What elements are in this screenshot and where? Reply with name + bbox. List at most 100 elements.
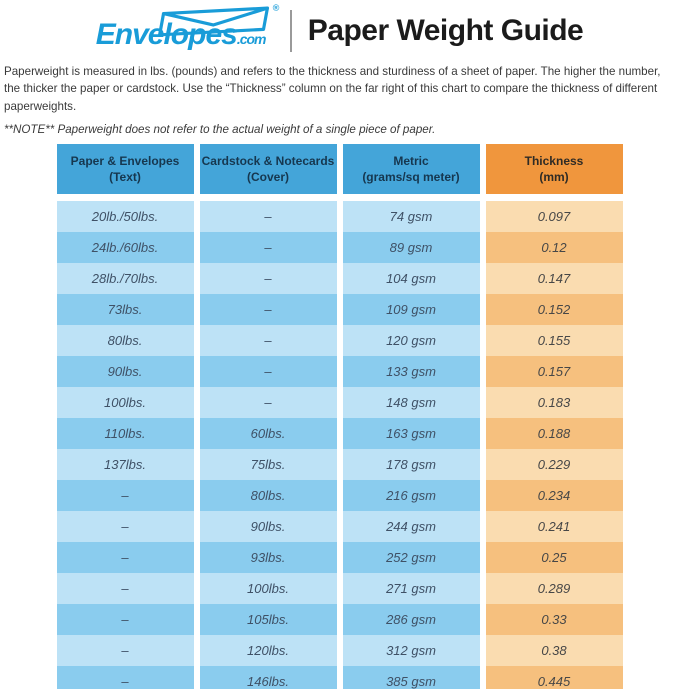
table-cell: 73lbs. bbox=[56, 294, 194, 326]
table-cell: – bbox=[56, 635, 194, 667]
table-cell: 271 gsm bbox=[342, 573, 480, 605]
table-cell: 120 gsm bbox=[342, 325, 480, 357]
table-cell: 110lbs. bbox=[56, 418, 194, 450]
table-cell: – bbox=[56, 511, 194, 543]
table-cell: 80lbs. bbox=[199, 480, 337, 512]
paper-weight-table: Paper & Envelopes (Text) Cardstock & Not… bbox=[51, 144, 629, 689]
table-cell: 0.445 bbox=[485, 666, 623, 689]
table-row: 110lbs. 60lbs. 163 gsm 0.188 bbox=[56, 418, 623, 450]
page-title: Paper Weight Guide bbox=[307, 13, 584, 47]
table-header: Paper & Envelopes (Text) Cardstock & Not… bbox=[56, 144, 623, 202]
table-cell: 89 gsm bbox=[342, 232, 480, 264]
column-header-line2: (grams/sq meter) bbox=[362, 170, 460, 185]
table-cell: 0.241 bbox=[485, 511, 623, 543]
table-cell: 105lbs. bbox=[199, 604, 337, 636]
table-cell: – bbox=[199, 232, 337, 264]
table-cell: 120lbs. bbox=[199, 635, 337, 667]
table-cell: 146lbs. bbox=[199, 666, 337, 689]
table-cell: 286 gsm bbox=[342, 604, 480, 636]
table-cell: 252 gsm bbox=[342, 542, 480, 574]
table-cell: 93lbs. bbox=[199, 542, 337, 574]
table-cell: – bbox=[199, 325, 337, 357]
table-cell: 100lbs. bbox=[199, 573, 337, 605]
table-cell: 0.229 bbox=[485, 449, 623, 481]
table-row: –105lbs. 286 gsm 0.33 bbox=[56, 604, 623, 636]
table-row: 137lbs. 75lbs. 178 gsm 0.229 bbox=[56, 449, 623, 481]
table-cell: 0.188 bbox=[485, 418, 623, 450]
table-cell: – bbox=[56, 480, 194, 512]
table-cell: 0.38 bbox=[485, 635, 623, 667]
column-header-thickness: Thickness (mm) bbox=[485, 144, 623, 202]
table-cell: 0.183 bbox=[485, 387, 623, 419]
column-header-line2: (mm) bbox=[539, 170, 569, 185]
table-cell: 0.147 bbox=[485, 263, 623, 295]
table-row: –93lbs. 252 gsm 0.25 bbox=[56, 542, 623, 574]
table-cell: 244 gsm bbox=[342, 511, 480, 543]
table-row: –146lbs. 385 gsm 0.445 bbox=[56, 666, 623, 689]
table-cell: 133 gsm bbox=[342, 356, 480, 388]
table-cell: 312 gsm bbox=[342, 635, 480, 667]
table-cell: – bbox=[56, 666, 194, 689]
table-cell: 20lb./50lbs. bbox=[56, 201, 194, 233]
table-cell: 178 gsm bbox=[342, 449, 480, 481]
table-cell: 24lb./60lbs. bbox=[56, 232, 194, 264]
table-cell: 163 gsm bbox=[342, 418, 480, 450]
table-row: 20lb./50lbs. –74 gsm 0.097 bbox=[56, 201, 623, 233]
table-cell: – bbox=[56, 573, 194, 605]
table-body: 20lb./50lbs. –74 gsm 0.097 24lb./60lbs. –89 … bbox=[56, 201, 623, 689]
table-cell: 90lbs. bbox=[56, 356, 194, 388]
intro-text: Paperweight is measured in lbs. (pounds)… bbox=[4, 65, 661, 113]
column-header-line1: Paper & Envelopes bbox=[70, 153, 180, 168]
table-cell: 74 gsm bbox=[342, 201, 480, 233]
table-cell: 80lbs. bbox=[56, 325, 194, 357]
table-cell: 0.155 bbox=[485, 325, 623, 357]
table-cell: 0.12 bbox=[485, 232, 623, 264]
header-divider bbox=[289, 9, 292, 52]
table-cell: 60lbs. bbox=[199, 418, 337, 450]
table-row: –120lbs. 312 gsm 0.38 bbox=[56, 635, 623, 667]
table-cell: – bbox=[199, 356, 337, 388]
brand-tld: .com bbox=[236, 30, 267, 47]
table-cell: 109 gsm bbox=[342, 294, 480, 326]
logo-text: Envelopes.com bbox=[95, 17, 267, 52]
table-cell: 0.152 bbox=[485, 294, 623, 326]
brand-text: Envelopes bbox=[95, 17, 238, 51]
envelope-icon: ® bbox=[153, 2, 279, 37]
table-cell: 0.25 bbox=[485, 542, 623, 574]
table-row: –80lbs. 216 gsm 0.234 bbox=[56, 480, 623, 512]
table-header-row: Paper & Envelopes (Text) Cardstock & Not… bbox=[56, 144, 623, 202]
table-cell: 104 gsm bbox=[342, 263, 480, 295]
table-cell: – bbox=[199, 387, 337, 419]
table-cell: 0.33 bbox=[485, 604, 623, 636]
column-header-metric: Metric (grams/sq meter) bbox=[342, 144, 480, 202]
column-header-line2: (Text) bbox=[109, 170, 141, 185]
column-header-paper-envelopes: Paper & Envelopes (Text) bbox=[56, 144, 194, 202]
column-header-line1: Thickness bbox=[524, 153, 584, 168]
table-cell: 0.289 bbox=[485, 573, 623, 605]
table-row: 90lbs. –133 gsm 0.157 bbox=[56, 356, 623, 388]
table-cell: – bbox=[56, 542, 194, 574]
column-header-line2: (Cover) bbox=[246, 170, 289, 185]
table-cell: 216 gsm bbox=[342, 480, 480, 512]
table-cell: – bbox=[199, 294, 337, 326]
table-row: 28lb./70lbs. –104 gsm 0.147 bbox=[56, 263, 623, 295]
table-cell: 0.097 bbox=[485, 201, 623, 233]
column-header-line1: Metric bbox=[393, 153, 429, 168]
table-cell: – bbox=[56, 604, 194, 636]
table-cell: 0.157 bbox=[485, 356, 623, 388]
table-cell: – bbox=[199, 201, 337, 233]
registered-mark: ® bbox=[272, 2, 280, 13]
table-cell: 385 gsm bbox=[342, 666, 480, 689]
table-cell: – bbox=[199, 263, 337, 295]
masthead: ® Envelopes.com Paper Weight Guide bbox=[0, 0, 679, 56]
table-row: –90lbs. 244 gsm 0.241 bbox=[56, 511, 623, 543]
column-header-cardstock-notecards: Cardstock & Notecards (Cover) bbox=[199, 144, 337, 202]
table-cell: 90lbs. bbox=[199, 511, 337, 543]
table-cell: 28lb./70lbs. bbox=[56, 263, 194, 295]
column-header-line1: Cardstock & Notecards bbox=[201, 153, 335, 168]
table-row: 80lbs. –120 gsm 0.155 bbox=[56, 325, 623, 357]
table-row: 24lb./60lbs. –89 gsm 0.12 bbox=[56, 232, 623, 264]
table-cell: 137lbs. bbox=[56, 449, 194, 481]
note-text: **NOTE** Paperweight does not refer to t… bbox=[4, 123, 436, 137]
